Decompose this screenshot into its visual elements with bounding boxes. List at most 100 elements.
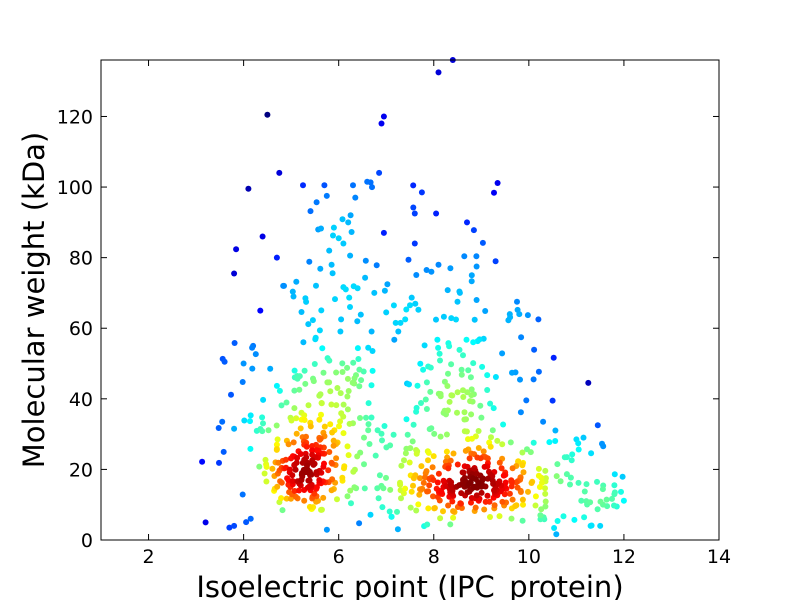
data-point <box>401 457 407 464</box>
data-point <box>332 296 338 303</box>
data-point <box>380 485 387 492</box>
data-point <box>531 346 538 353</box>
data-point <box>306 503 313 510</box>
data-point <box>339 216 346 223</box>
data-point <box>402 450 409 457</box>
data-point <box>259 414 266 421</box>
data-point <box>494 437 501 444</box>
data-point <box>400 490 407 497</box>
data-point <box>423 379 430 386</box>
data-point <box>410 182 417 189</box>
data-point <box>231 522 238 529</box>
data-point <box>501 491 508 498</box>
data-point <box>553 531 560 538</box>
data-point <box>239 379 246 385</box>
data-point <box>307 208 314 215</box>
data-point <box>449 498 456 505</box>
data-point <box>357 415 363 421</box>
data-point <box>368 414 375 421</box>
data-point <box>330 442 337 449</box>
data-point <box>300 339 307 346</box>
data-point <box>462 447 469 454</box>
data-point <box>525 488 531 495</box>
data-point <box>326 449 333 455</box>
data-point <box>492 258 499 265</box>
data-point <box>301 412 308 419</box>
data-point <box>594 506 601 513</box>
data-point <box>394 508 400 515</box>
data-point <box>549 397 556 404</box>
data-point <box>443 431 450 438</box>
data-point <box>239 491 246 498</box>
data-point <box>473 492 480 499</box>
data-point <box>418 463 425 470</box>
data-point <box>388 513 395 520</box>
data-point <box>397 319 404 326</box>
data-point <box>473 263 480 270</box>
data-point <box>415 306 422 313</box>
data-point <box>328 401 335 408</box>
data-point <box>552 438 559 444</box>
data-point <box>509 465 516 472</box>
data-point <box>318 506 324 513</box>
data-point <box>323 192 330 199</box>
data-point <box>520 469 527 476</box>
data-point <box>513 502 520 509</box>
data-point <box>481 463 488 470</box>
data-point <box>247 445 254 452</box>
data-point <box>354 345 361 352</box>
data-point <box>339 474 346 481</box>
data-point <box>509 369 515 376</box>
data-point <box>611 482 618 489</box>
data-point <box>535 465 542 472</box>
data-point <box>597 522 604 529</box>
data-point <box>412 472 419 479</box>
data-point <box>318 411 324 418</box>
data-point <box>278 402 285 409</box>
data-point <box>470 360 477 367</box>
data-point <box>489 427 496 434</box>
data-point <box>371 289 378 296</box>
data-point <box>311 361 318 367</box>
data-point <box>333 455 340 462</box>
data-point <box>429 464 436 471</box>
data-point <box>581 514 588 521</box>
data-point <box>581 488 588 495</box>
data-point <box>419 485 426 492</box>
data-point <box>537 512 544 519</box>
data-point <box>316 436 323 443</box>
y-tick-label: 120 <box>57 106 93 128</box>
data-point <box>283 399 290 406</box>
data-point <box>278 495 285 502</box>
data-point <box>313 199 320 206</box>
data-point <box>315 497 321 504</box>
data-point <box>340 430 347 437</box>
data-point <box>231 340 238 346</box>
data-point <box>293 459 300 466</box>
data-point <box>305 477 312 484</box>
data-point <box>405 256 412 263</box>
data-point <box>535 316 542 323</box>
data-point <box>468 499 474 506</box>
data-point <box>316 416 323 423</box>
data-point <box>508 515 515 522</box>
data-point <box>352 194 359 201</box>
data-point <box>454 461 461 468</box>
data-point <box>450 450 457 457</box>
data-point <box>259 428 266 435</box>
data-point <box>599 440 605 447</box>
data-point <box>499 441 506 448</box>
data-point <box>448 315 455 322</box>
data-point <box>435 470 442 477</box>
data-point <box>265 427 272 434</box>
data-point <box>333 402 340 409</box>
data-point <box>477 402 484 409</box>
data-point <box>257 307 264 314</box>
data-point <box>362 257 369 264</box>
data-point <box>447 265 454 272</box>
data-point <box>288 417 295 424</box>
data-point <box>532 493 539 500</box>
data-point <box>289 288 296 295</box>
